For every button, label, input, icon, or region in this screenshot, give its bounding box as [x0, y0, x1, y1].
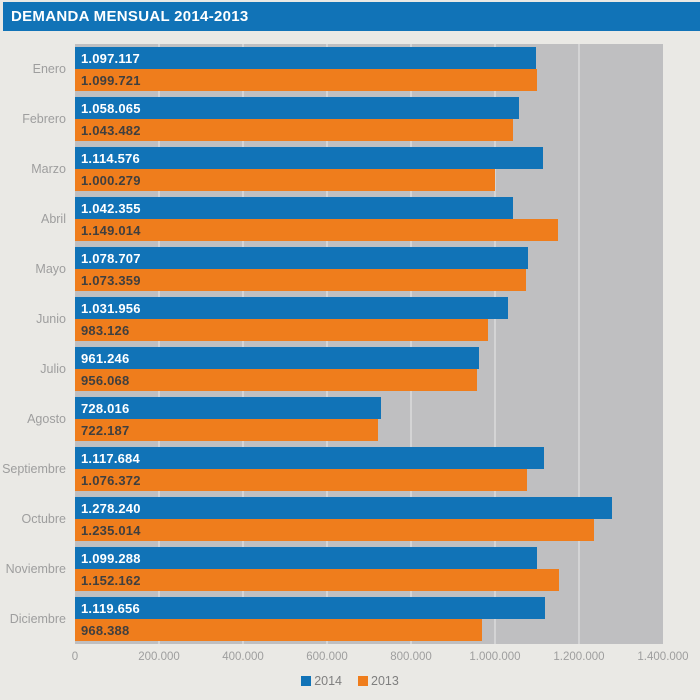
bar-2014-mayo: 1.078.707 — [75, 247, 528, 269]
bar-2014-diciembre: 1.119.656 — [75, 597, 545, 619]
bar-2014-julio: 961.246 — [75, 347, 479, 369]
bar-value-label: 1.119.656 — [81, 600, 140, 616]
x-axis-labels: 0 200.000 400.000 600.000 800.000 1.000.000 1.… — [0, 651, 700, 667]
bar-value-label: 1.099.721 — [81, 72, 141, 88]
gridline — [494, 44, 496, 644]
x-axis-tick-label-800-000: 800.000 — [390, 651, 432, 663]
x-axis-tick-label-1-400-000: 1.400.000 — [637, 651, 689, 663]
bar-2013-octubre: 1.235.014 — [75, 519, 594, 541]
bar-2014-septiembre: 1.117.684 — [75, 447, 544, 469]
y-axis-label-febrero: Febrero — [22, 112, 66, 126]
x-axis-tick-label-600-000: 600.000 — [306, 651, 348, 663]
bar-group-agosto: 728.016 722.187 — [75, 394, 663, 444]
bar-2013-septiembre: 1.076.372 — [75, 469, 527, 491]
legend-swatch-2013 — [358, 676, 368, 686]
legend-item-2013: 2013 — [358, 674, 399, 688]
bar-group-julio: 961.246 956.068 — [75, 344, 663, 394]
bar-2014-enero: 1.097.117 — [75, 47, 536, 69]
bar-group-febrero: 1.058.065 1.043.482 — [75, 94, 663, 144]
bar-group-octubre: 1.278.240 1.235.014 — [75, 494, 663, 544]
bar-value-label: 1.076.372 — [81, 472, 141, 488]
bar-group-enero: 1.097.117 1.099.721 — [75, 44, 663, 94]
bar-2013-abril: 1.149.014 — [75, 219, 558, 241]
bar-2013-julio: 956.068 — [75, 369, 477, 391]
legend-label: 2014 — [314, 674, 342, 688]
x-axis-tick-label-0: 0 — [71, 651, 79, 663]
bar-2014-agosto: 728.016 — [75, 397, 381, 419]
y-axis-label-noviembre: Noviembre — [5, 562, 66, 576]
bar-value-label: 728.016 — [81, 400, 130, 416]
y-axis-label-enero: Enero — [32, 62, 66, 76]
bar-2014-octubre: 1.278.240 — [75, 497, 612, 519]
bar-group-noviembre: 1.099.288 1.152.162 — [75, 544, 663, 594]
bar-2014-noviembre: 1.099.288 — [75, 547, 537, 569]
y-axis-label-abril: Abril — [40, 212, 66, 226]
bar-group-diciembre: 1.119.656 968.388 — [75, 594, 663, 644]
bar-value-label: 1.149.014 — [81, 222, 141, 238]
bar-value-label: 1.099.288 — [81, 550, 141, 566]
bar-group-septiembre: 1.117.684 1.076.372 — [75, 444, 663, 494]
gridline — [326, 44, 328, 644]
chart-header: DEMANDA MENSUAL 2014-2013 — [3, 2, 700, 31]
y-axis-label-julio: Julio — [40, 362, 66, 376]
bar-2013-noviembre: 1.152.162 — [75, 569, 559, 591]
gridline — [158, 44, 160, 644]
bar-value-label: 1.097.117 — [81, 50, 140, 66]
bar-value-label: 1.117.684 — [81, 450, 140, 466]
gridline — [410, 44, 412, 644]
bar-2014-marzo: 1.114.576 — [75, 147, 543, 169]
legend-swatch-2014 — [301, 676, 312, 686]
bar-2014-junio: 1.031.956 — [75, 297, 508, 319]
bar-2014-abril: 1.042.355 — [75, 197, 513, 219]
plot-area: 1.097.117 1.099.721 1.058.065 1.043.482 1.11… — [75, 44, 663, 644]
bar-2013-enero: 1.099.721 — [75, 69, 537, 91]
y-axis-label-marzo: Marzo — [31, 162, 66, 176]
y-axis-label-junio: Junio — [36, 312, 66, 326]
y-axis-label-mayo: Mayo — [35, 262, 66, 276]
gridline — [578, 44, 580, 644]
bar-value-label: 1.031.956 — [81, 300, 141, 316]
bar-group-mayo: 1.078.707 1.073.359 — [75, 244, 663, 294]
x-axis-tick-label-400-000: 400.000 — [222, 651, 264, 663]
y-axis-label-agosto: Agosto — [27, 412, 66, 426]
bar-value-label: 961.246 — [81, 350, 130, 366]
bar-value-label: 1.042.355 — [81, 200, 141, 216]
bar-value-label: 1.114.576 — [81, 150, 140, 166]
bar-group-abril: 1.042.355 1.149.014 — [75, 194, 663, 244]
bar-value-label: 722.187 — [81, 422, 130, 438]
legend-label: 2013 — [371, 674, 399, 688]
legend-item-2014: 2014 — [301, 674, 342, 688]
bar-group-junio: 1.031.956 983.126 — [75, 294, 663, 344]
bar-group-marzo: 1.114.576 1.000.279 — [75, 144, 663, 194]
bar-value-label: 1.235.014 — [81, 522, 141, 538]
bar-rows: 1.097.117 1.099.721 1.058.065 1.043.482 1.11… — [75, 44, 663, 644]
bar-value-label: 1.000.279 — [81, 172, 141, 188]
bar-2013-febrero: 1.043.482 — [75, 119, 513, 141]
chart-title: DEMANDA MENSUAL 2014-2013 — [11, 8, 249, 25]
bar-value-label: 1.078.707 — [81, 250, 141, 266]
y-axis-labels: Enero Febrero Marzo Abril Mayo Junio Julio Agos… — [0, 44, 66, 644]
bar-2013-junio: 983.126 — [75, 319, 488, 341]
gridline — [242, 44, 244, 644]
bar-value-label: 1.073.359 — [81, 272, 141, 288]
x-axis-tick-label-1-000-000: 1.000.000 — [469, 651, 521, 663]
bar-value-label: 968.388 — [81, 622, 130, 638]
bar-2013-agosto: 722.187 — [75, 419, 378, 441]
y-axis-label-diciembre: Diciembre — [9, 612, 66, 626]
bar-value-label: 1.152.162 — [81, 572, 141, 588]
y-axis-label-octubre: Octubre — [21, 512, 66, 526]
bar-value-label: 983.126 — [81, 322, 130, 338]
bar-value-label: 1.043.482 — [81, 122, 141, 138]
bar-value-label: 1.058.065 — [81, 100, 141, 116]
bar-value-label: 956.068 — [81, 372, 130, 388]
bar-2013-diciembre: 968.388 — [75, 619, 482, 641]
legend: 2014 2013 — [0, 674, 700, 688]
bar-2013-mayo: 1.073.359 — [75, 269, 526, 291]
bar-2014-febrero: 1.058.065 — [75, 97, 519, 119]
x-axis-tick-label-1-200-000: 1.200.000 — [553, 651, 605, 663]
bar-2013-marzo: 1.000.279 — [75, 169, 495, 191]
bar-value-label: 1.278.240 — [81, 500, 141, 516]
x-axis-tick-label-200-000: 200.000 — [138, 651, 180, 663]
y-axis-label-septiembre: Septiembre — [2, 462, 66, 476]
